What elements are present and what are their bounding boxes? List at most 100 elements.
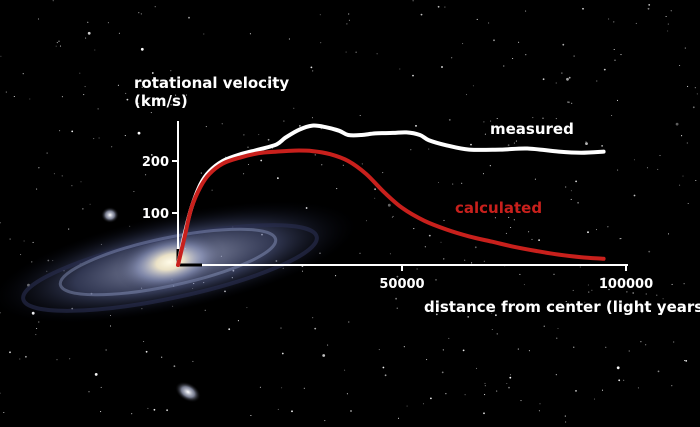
star <box>246 307 248 309</box>
star <box>94 373 98 376</box>
star <box>145 174 147 176</box>
star <box>52 0 54 2</box>
star <box>523 284 525 286</box>
star <box>513 142 515 144</box>
star <box>58 40 60 42</box>
star <box>140 13 142 15</box>
star <box>36 327 38 330</box>
star <box>543 325 545 327</box>
star <box>422 403 425 405</box>
star <box>555 118 557 120</box>
star <box>29 98 31 100</box>
series-line-calculated <box>176 148 606 267</box>
star <box>687 202 689 205</box>
star <box>573 346 575 348</box>
star <box>281 387 283 389</box>
star <box>571 102 573 104</box>
star <box>147 407 149 409</box>
star <box>614 59 616 61</box>
star <box>269 87 271 89</box>
star <box>562 43 565 46</box>
star <box>525 10 527 12</box>
star <box>0 222 1 224</box>
star <box>441 66 443 68</box>
star <box>384 374 387 377</box>
star <box>495 314 497 317</box>
star <box>32 241 34 243</box>
star <box>660 314 663 316</box>
star <box>555 82 557 84</box>
star <box>412 74 414 77</box>
y-tick-label-200: 200 <box>142 155 169 170</box>
star <box>671 385 673 387</box>
star <box>493 39 495 42</box>
star <box>396 307 398 309</box>
star <box>575 390 577 392</box>
star <box>568 76 571 79</box>
star <box>564 415 566 417</box>
star <box>567 101 569 103</box>
star <box>46 152 48 154</box>
star <box>374 188 376 191</box>
star <box>496 333 498 335</box>
star <box>283 120 285 122</box>
star <box>406 405 408 407</box>
star <box>243 134 245 136</box>
star <box>538 239 540 242</box>
star <box>355 51 357 53</box>
star <box>428 148 430 150</box>
star <box>435 279 437 281</box>
galaxy-core <box>115 230 225 294</box>
star <box>470 143 472 146</box>
star <box>648 4 651 6</box>
star <box>173 365 176 368</box>
star <box>565 421 567 423</box>
star <box>185 94 187 96</box>
star <box>259 386 261 388</box>
star <box>166 409 169 412</box>
star <box>475 367 478 369</box>
star <box>584 301 586 303</box>
star <box>507 144 510 147</box>
star <box>482 173 485 175</box>
star <box>0 392 1 394</box>
star <box>509 376 512 379</box>
star <box>82 208 84 210</box>
star <box>440 241 442 243</box>
star <box>87 31 91 35</box>
tick-group: 100 200 50000 100000 <box>142 155 653 292</box>
star <box>686 142 688 144</box>
star <box>170 70 172 72</box>
star <box>138 12 140 14</box>
x-axis-label: distance from center (light years) <box>424 298 700 316</box>
star <box>346 23 348 25</box>
star <box>170 104 172 106</box>
star <box>200 172 202 174</box>
star <box>85 37 87 39</box>
galaxy-image <box>0 201 357 403</box>
star <box>683 283 685 285</box>
star <box>397 417 400 419</box>
star <box>483 260 485 262</box>
star <box>505 232 507 234</box>
star <box>519 273 521 275</box>
star <box>350 410 352 412</box>
star <box>657 168 659 170</box>
star <box>88 391 90 393</box>
star <box>692 106 695 109</box>
star <box>79 72 81 74</box>
star <box>476 18 478 20</box>
star <box>641 312 643 314</box>
star <box>464 394 466 396</box>
star <box>595 229 598 231</box>
star <box>13 95 15 98</box>
star <box>117 84 119 86</box>
star <box>276 79 278 81</box>
star <box>443 258 445 260</box>
star <box>416 268 418 270</box>
star <box>100 411 102 413</box>
star <box>413 228 415 230</box>
star <box>626 291 628 293</box>
star <box>322 354 326 357</box>
